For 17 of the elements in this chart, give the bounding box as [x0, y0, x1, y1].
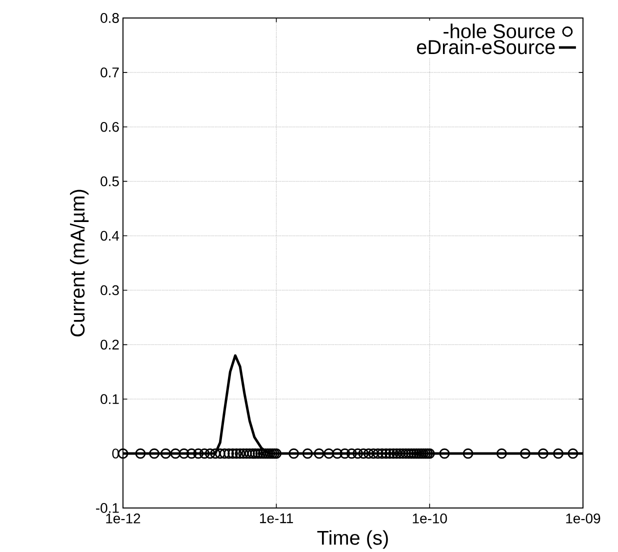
y-tick-label: 0.6: [100, 122, 119, 132]
legend-label: eDrain-eSource: [416, 40, 555, 54]
y-tick-label: -0.1: [96, 503, 119, 513]
y-tick-label: 0.3: [100, 285, 119, 296]
y-tick-label: 0.5: [100, 176, 119, 186]
y-tick-label: 0.2: [100, 340, 119, 350]
y-tick-label: 0.4: [100, 230, 120, 241]
y-tick-label: 0.1: [100, 394, 119, 404]
legend-label: -hole Source: [444, 24, 555, 38]
y-tick-label: 0.7: [100, 67, 119, 78]
x-tick-label: 1e-09: [566, 514, 600, 524]
x-axis-title: Time (s): [317, 530, 388, 549]
x-tick-label: 1e-11: [260, 514, 293, 524]
y-tick-label: 0.8: [100, 13, 119, 23]
x-tick-label: 1e-12: [106, 514, 140, 524]
y-axis-title: Current (mA/µm): [70, 190, 89, 336]
x-tick-label: 1e-10: [412, 514, 447, 524]
